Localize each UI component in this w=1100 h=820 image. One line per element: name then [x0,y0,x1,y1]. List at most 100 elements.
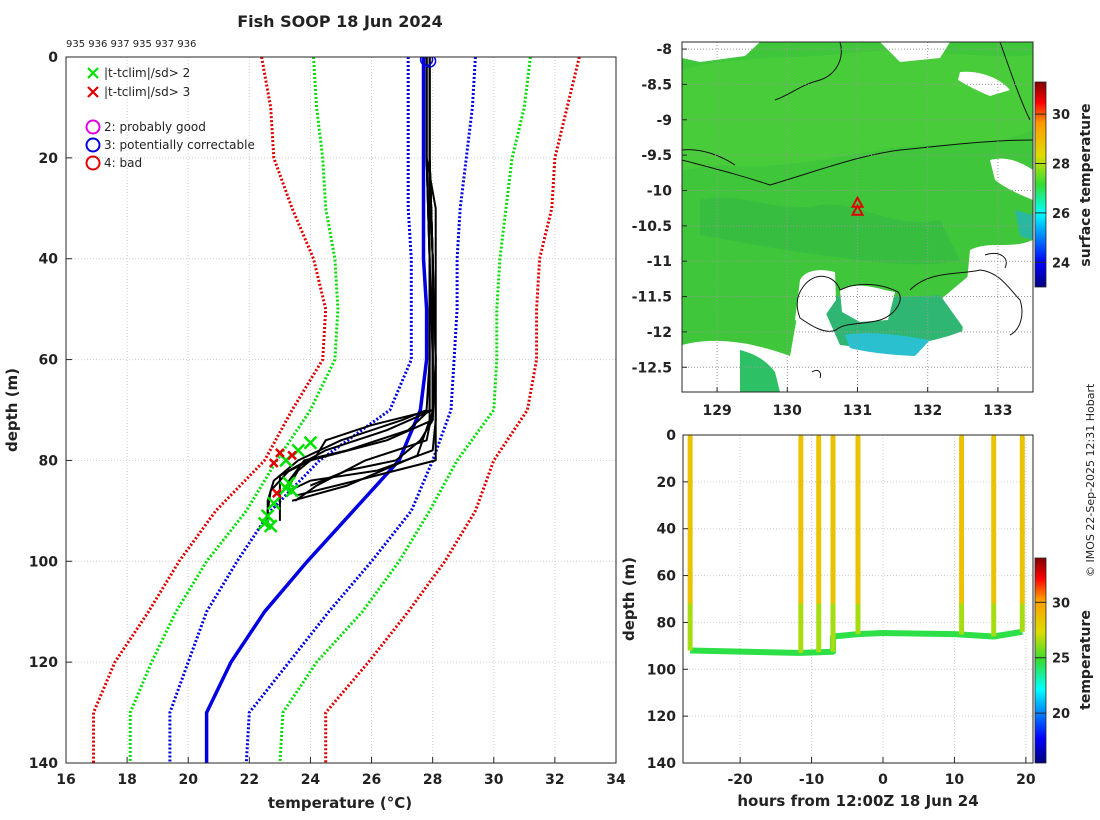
map-y-tick-label: -10 [647,183,673,199]
temp-colorbar-ticks: 20 25 30 [1035,596,1070,722]
map-colorbar-tick-label: 28 [1052,158,1070,173]
profile-x-tick-label: 22 [240,772,259,788]
profile-y-tick-label: 60 [39,353,59,369]
depth-time-x-tick-label: 0 [878,772,888,788]
map-colorbar-label: surface temperature [1078,103,1094,266]
cast-id-list: 935 936 937 935 937 936 [66,39,196,50]
profile-y-tick-label: 0 [48,50,58,66]
bottom-track-line [690,628,1023,656]
profile-plot-area [66,57,616,763]
map-y-tick-label: -9.5 [641,148,672,164]
flag-markers [257,57,437,533]
map-y-tick-label: -9 [656,113,672,129]
map-grid [682,42,1033,392]
map-y-tick-label: -8.5 [641,77,672,93]
depth-time-x-tick-label: 10 [945,772,965,788]
flag-sd3-marker [271,488,282,499]
depth-time-casts [687,435,1025,656]
map-ticks: 129 130 131 132 133 -8 -8.5 -9 -9.5 -10 -10.5 -11 -1… [632,42,1013,419]
climatology-lines [92,57,581,763]
depth-time-ticks: -20 -10 0 10 20 0 20 40 60 80 100 120 140 [647,428,1036,788]
map-y-tick-label: -11 [647,254,672,270]
map-y-tick-label: -10.5 [632,219,672,235]
depth-time-x-tick-label: -10 [799,772,825,788]
temp-colorbar [1034,557,1047,764]
map-y-tick-label: -11.5 [632,290,672,306]
depth-time-x-tick-label: -20 [727,772,753,788]
flag-sd3-marker [287,450,297,461]
map-colorbar [1034,81,1047,288]
ship-position-marker [850,195,865,216]
profile-x-tick-label: 32 [545,772,564,788]
legend-circle-marker [85,155,101,171]
map-x-tick-label: 132 [913,403,942,419]
profile-x-tick-label: 16 [56,772,75,788]
profile-x-tick-label: 28 [423,772,442,788]
clim-minus3sd-line [92,57,328,763]
profile-x-label: temperature (°C) [268,794,412,812]
profile-x-tick-label: 20 [178,772,198,788]
clim-minus2sd-line [128,57,340,763]
profile-ticks: 16 18 20 22 24 26 28 30 32 34 0 20 40 60 80 100 120 140 [29,50,626,788]
profile-y-tick-label: 120 [29,655,58,671]
profile-y-tick-label: 80 [39,453,59,469]
map-colorbar-ticks: 24 26 28 30 [1035,108,1070,271]
profile-y-tick-label: 100 [29,554,58,570]
depth-time-y-tick-label: 20 [657,475,677,491]
flag-sd2-marker [285,483,299,498]
depth-time-y-tick-label: 0 [666,428,676,444]
temp-colorbar-tick-label: 30 [1052,596,1070,611]
sst-field [682,42,1033,392]
profile-x-tick-label: 30 [484,772,504,788]
depth-time-y-tick-label: 120 [647,709,676,725]
ship-track-triangle [850,195,865,216]
map-y-tick-label: -8 [656,42,672,58]
flag-sd2-marker [303,435,318,450]
temp-colorbar-label: temperature [1078,610,1094,710]
figure-title: Fish SOOP 18 Jun 2024 [237,12,443,31]
depth-time-y-tick-label: 140 [647,756,676,772]
map-x-tick-label: 133 [983,403,1012,419]
legend-label: 4: bad [104,156,142,170]
clim-plus3sd-line [324,57,581,763]
depth-time-panel: -20 -10 0 10 20 0 20 40 60 80 100 120 140 20 25 30 tem… [620,428,1094,810]
profile-y-tick-label: 20 [39,151,59,167]
profile-x-tick-label: 24 [301,772,321,788]
map-colorbar-tick-label: 30 [1052,108,1070,123]
depth-time-y-tick-label: 100 [647,662,676,678]
depth-time-x-label: hours from 12:00Z 18 Jun 24 [737,792,978,810]
flag-sd2-marker [266,496,281,511]
map-x-tick-label: 131 [843,403,872,419]
depth-time-y-label: depth (m) [620,557,638,641]
temp-colorbar-tick-label: 20 [1052,707,1070,722]
depth-time-y-tick-label: 60 [657,569,677,585]
legend-x-marker [87,67,99,79]
clim-mean-line [204,57,429,763]
profile-x-tick-label: 34 [606,772,626,788]
profile-y-tick-label: 40 [39,252,59,268]
temperature-profiles [266,57,437,526]
legend-x-marker [87,86,99,98]
map-y-tick-label: -12.5 [632,360,672,376]
legend-label: 3: potentially correctable [104,138,255,152]
legend-label: 2: probably good [104,120,206,134]
profile-frame [65,56,617,764]
map-colorbar-tick-label: 26 [1052,207,1070,222]
profile-x-tick-label: 26 [362,772,381,788]
map-y-tick-label: -12 [647,325,672,341]
flag-sd2-marker [260,509,275,523]
map-x-tick-label: 130 [773,403,802,419]
temp-colorbar-tick-label: 25 [1052,652,1070,667]
surface-quality-circle [422,57,437,68]
legend-label: |t-tclim|/sd> 2 [104,66,190,80]
map-colorbar-tick-label: 24 [1052,256,1070,271]
flag-sd2-marker [263,519,278,533]
flag-sd3-marker [268,458,279,468]
legend-circle-marker [85,119,101,135]
depth-time-frame [682,434,1034,764]
depth-time-x-tick-label: 20 [1016,772,1036,788]
flag-sd3-marker [275,447,285,458]
temperature-profile-line [294,57,437,497]
temperature-profile-line [291,57,431,502]
